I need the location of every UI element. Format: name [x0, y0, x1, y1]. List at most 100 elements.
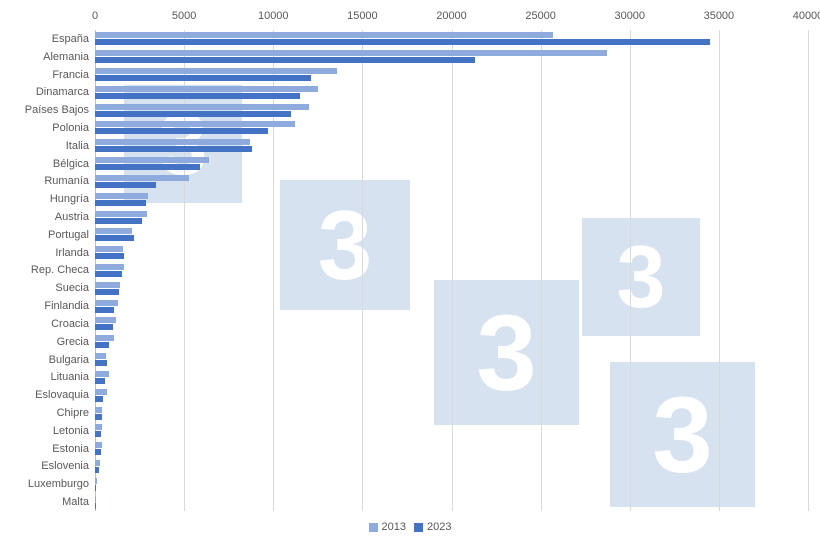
category-label: Italia	[0, 137, 89, 155]
category-label: Lituania	[0, 368, 89, 386]
bar-2023	[95, 431, 101, 437]
category-label: Rumanía	[0, 173, 89, 191]
bar-2013	[95, 50, 607, 56]
bar-2013	[95, 478, 97, 484]
category-label: Austria	[0, 208, 89, 226]
category-label: España	[0, 30, 89, 48]
bar-2013	[95, 353, 106, 359]
category-label: Chipre	[0, 404, 89, 422]
category-label: Bélgica	[0, 155, 89, 173]
x-tick-label: 10000	[258, 10, 289, 22]
category-label: Eslovenia	[0, 458, 89, 476]
category-label: Polonia	[0, 119, 89, 137]
x-tick-label: 30000	[614, 10, 645, 22]
bar-2013	[95, 282, 120, 288]
bar-2023	[95, 485, 96, 491]
category-label: Irlanda	[0, 244, 89, 262]
bar-2023	[95, 307, 114, 313]
x-tick-label: 25000	[525, 10, 556, 22]
bar-2023	[95, 75, 311, 81]
bar-2013	[95, 139, 250, 145]
category-label: Hungría	[0, 190, 89, 208]
bar-2023	[95, 93, 300, 99]
x-tick-label: 15000	[347, 10, 378, 22]
category-label: Malta	[0, 493, 89, 511]
category-label: Rep. Checa	[0, 262, 89, 280]
bar-2013	[95, 371, 109, 377]
bar-2013	[95, 157, 209, 163]
bar-2013	[95, 68, 337, 74]
bar-2013	[95, 246, 123, 252]
bar-2013	[95, 228, 132, 234]
bar-2013	[95, 86, 318, 92]
bar-2023	[95, 360, 107, 366]
category-label: Luxemburgo	[0, 475, 89, 493]
bar-2023	[95, 128, 268, 134]
bar-2023	[95, 235, 134, 241]
bar-2013	[95, 264, 124, 270]
bar-2023	[95, 218, 142, 224]
legend-item-2013: 2013	[369, 521, 406, 533]
bar-2013	[95, 175, 189, 181]
bar-2013	[95, 442, 102, 448]
category-label: Países Bajos	[0, 101, 89, 119]
bar-2013	[95, 460, 100, 466]
category-axis: EspañaAlemaniaFranciaDinamarcaPaíses Baj…	[0, 30, 93, 511]
category-label: Letonia	[0, 422, 89, 440]
bar-2013	[95, 424, 102, 430]
bar-2013	[95, 211, 147, 217]
category-label: Dinamarca	[0, 83, 89, 101]
legend-item-2023: 2023	[414, 521, 451, 533]
bar-2023	[95, 342, 109, 348]
bar-2023	[95, 253, 124, 259]
bar-2013	[95, 121, 295, 127]
category-label: Portugal	[0, 226, 89, 244]
bar-2023	[95, 57, 475, 63]
category-label: Francia	[0, 66, 89, 84]
x-axis: 0500010000150002000025000300003500040000	[95, 10, 808, 30]
x-tick-label: 40000	[793, 10, 820, 22]
legend-swatch-2023	[414, 523, 423, 532]
bar-2023	[95, 449, 101, 455]
category-label: Bulgaria	[0, 351, 89, 369]
bar-2013	[95, 407, 102, 413]
bar-2013	[95, 335, 114, 341]
bar-2023	[95, 200, 146, 206]
category-label: Grecia	[0, 333, 89, 351]
bar-2023	[95, 271, 122, 277]
bar-2013	[95, 317, 116, 323]
legend-label-2013: 2013	[382, 521, 406, 533]
bar-2023	[95, 146, 252, 152]
bar-2023	[95, 39, 710, 45]
category-label: Finlandia	[0, 297, 89, 315]
x-tick-label: 35000	[704, 10, 735, 22]
x-tick-label: 0	[92, 10, 98, 22]
bar-2023	[95, 378, 105, 384]
category-label: Suecia	[0, 279, 89, 297]
bar-2023	[95, 414, 102, 420]
bar-2023	[95, 182, 156, 188]
bar-2023	[95, 111, 291, 117]
x-tick-label: 5000	[172, 10, 196, 22]
bar-2013	[95, 32, 553, 38]
bar-2023	[95, 164, 200, 170]
legend-swatch-2013	[369, 523, 378, 532]
x-tick-label: 20000	[436, 10, 467, 22]
bar-2023	[95, 289, 119, 295]
bar-2023	[95, 467, 99, 473]
bar-2013	[95, 104, 309, 110]
bar-2023	[95, 324, 113, 330]
category-label: Croacia	[0, 315, 89, 333]
bar-2013	[95, 389, 107, 395]
bar-2013	[95, 300, 118, 306]
bar-2023	[95, 503, 96, 509]
category-label: Eslovaquia	[0, 386, 89, 404]
bar-2023	[95, 396, 103, 402]
legend: 2013 2023	[0, 521, 820, 533]
legend-label-2023: 2023	[427, 521, 451, 533]
bar-2013	[95, 193, 148, 199]
bars-layer	[95, 30, 808, 511]
bar-2013	[95, 496, 96, 502]
gridline	[808, 30, 809, 511]
category-label: Alemania	[0, 48, 89, 66]
